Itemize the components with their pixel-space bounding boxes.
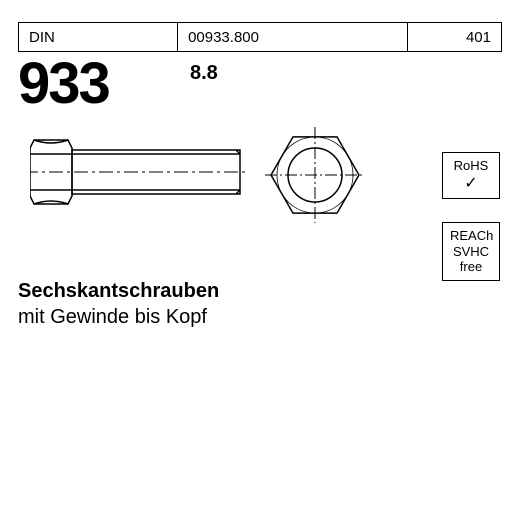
cell-standard: DIN: [19, 23, 178, 52]
reach-badge: REACh SVHC free: [442, 222, 500, 281]
check-icon: ✓: [450, 174, 492, 193]
description-line2: mit Gewinde bis Kopf: [18, 306, 207, 329]
cell-code: 00933.800: [178, 23, 408, 52]
reach-line1: REACh: [450, 228, 492, 244]
rohs-badge: RoHS ✓: [442, 152, 500, 199]
cell-number: 401: [408, 23, 502, 52]
bolt-side-view: [30, 130, 250, 220]
reach-line3: free: [450, 259, 492, 275]
rohs-label: RoHS: [450, 158, 492, 174]
description-line1: Sechskantschrauben: [18, 280, 219, 303]
header-table: DIN 00933.800 401: [18, 22, 502, 52]
reach-line2: SVHC: [450, 244, 492, 260]
grade-label: 8.8: [190, 62, 218, 85]
product-number: 933: [18, 50, 109, 117]
bolt-end-view: [265, 125, 365, 225]
